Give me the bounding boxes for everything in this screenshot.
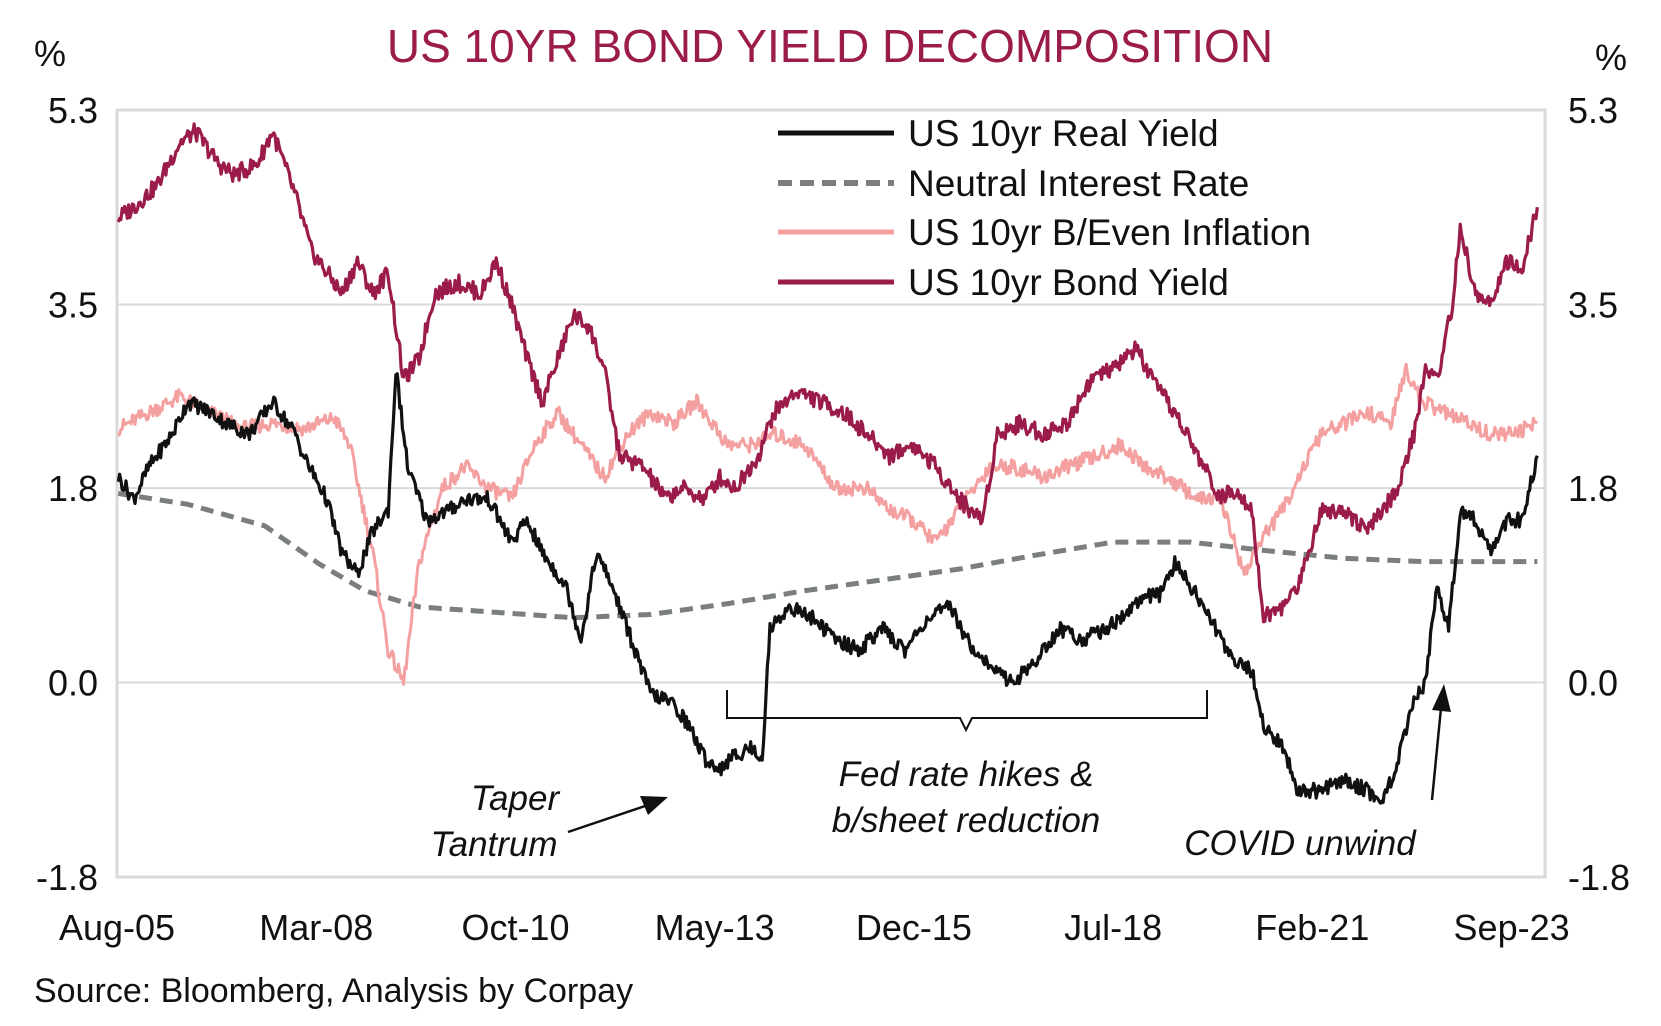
- grid-layer: [117, 303, 1545, 684]
- source-note: Source: Bloomberg, Analysis by Corpay: [34, 972, 633, 1010]
- taper-arrow-line: [567, 803, 649, 834]
- y-tick-label-left: 1.8: [48, 468, 98, 509]
- y-tick-label-left: -1.8: [36, 857, 98, 898]
- y-tick-label-right: 3.5: [1568, 284, 1618, 325]
- series-line-breakeven: [117, 362, 1539, 686]
- legend-label-bond: US 10yr Bond Yield: [908, 262, 1229, 303]
- fed-annotation-line2: b/sheet reduction: [832, 801, 1101, 840]
- left-y-unit-label: %: [34, 33, 66, 74]
- series-line-bond: [116, 122, 1539, 624]
- series-line-real: [116, 372, 1539, 805]
- chart-title: US 10YR BOND YIELD DECOMPOSITION: [387, 20, 1273, 72]
- plot-frame: [115, 108, 1547, 879]
- right-y-unit-label: %: [1595, 37, 1627, 78]
- y-tick-label-left: 0.0: [48, 663, 98, 704]
- y-tick-label-right: -1.8: [1568, 857, 1630, 898]
- legend-label-neutral: Neutral Interest Rate: [908, 163, 1249, 204]
- covid-arrow-line: [1430, 707, 1443, 801]
- x-tick-label: Jul-18: [1064, 907, 1162, 948]
- taper-annotation-line2: Tantrum: [430, 825, 557, 864]
- taper-annotation-line1: Taper: [471, 779, 561, 818]
- x-tick-label: Sep-23: [1454, 907, 1570, 948]
- x-tick-label: Dec-15: [856, 907, 972, 948]
- x-tick-label: May-13: [655, 907, 775, 948]
- covid-annotation: COVID unwind: [1184, 824, 1417, 863]
- x-axis: Aug-05 Mar-08 Oct-10 May-13 Dec-15 Jul-18 Feb-…: [59, 907, 1570, 948]
- y-tick-label-right: 0.0: [1568, 663, 1618, 704]
- x-tick-label: Feb-21: [1255, 907, 1369, 948]
- legend-label-real: US 10yr Real Yield: [908, 113, 1219, 154]
- taper-arrow-head: [640, 796, 668, 815]
- series-line-neutral: [117, 491, 1539, 621]
- legend-label-breakeven: US 10yr B/Even Inflation: [908, 212, 1311, 253]
- right-y-axis: 5.3 3.5 1.8 0.0 -1.8: [1568, 90, 1630, 898]
- series-layer: [116, 122, 1539, 805]
- y-tick-label-right: 1.8: [1568, 468, 1618, 509]
- x-tick-label: Aug-05: [59, 907, 175, 948]
- left-y-axis: 5.3 3.5 1.8 0.0 -1.8: [36, 90, 98, 898]
- y-tick-label-right: 5.3: [1568, 90, 1618, 131]
- y-tick-label-left: 5.3: [48, 90, 98, 131]
- x-tick-label: Oct-10: [461, 907, 569, 948]
- covid-arrow-head: [1432, 684, 1451, 712]
- legend: US 10yr Real Yield Neutral Interest Rate…: [778, 113, 1311, 303]
- y-tick-label-left: 3.5: [48, 284, 98, 325]
- fed-annotation-line1: Fed rate hikes &: [839, 755, 1094, 794]
- x-tick-label: Mar-08: [259, 907, 373, 948]
- fed-bracket: [726, 690, 1208, 733]
